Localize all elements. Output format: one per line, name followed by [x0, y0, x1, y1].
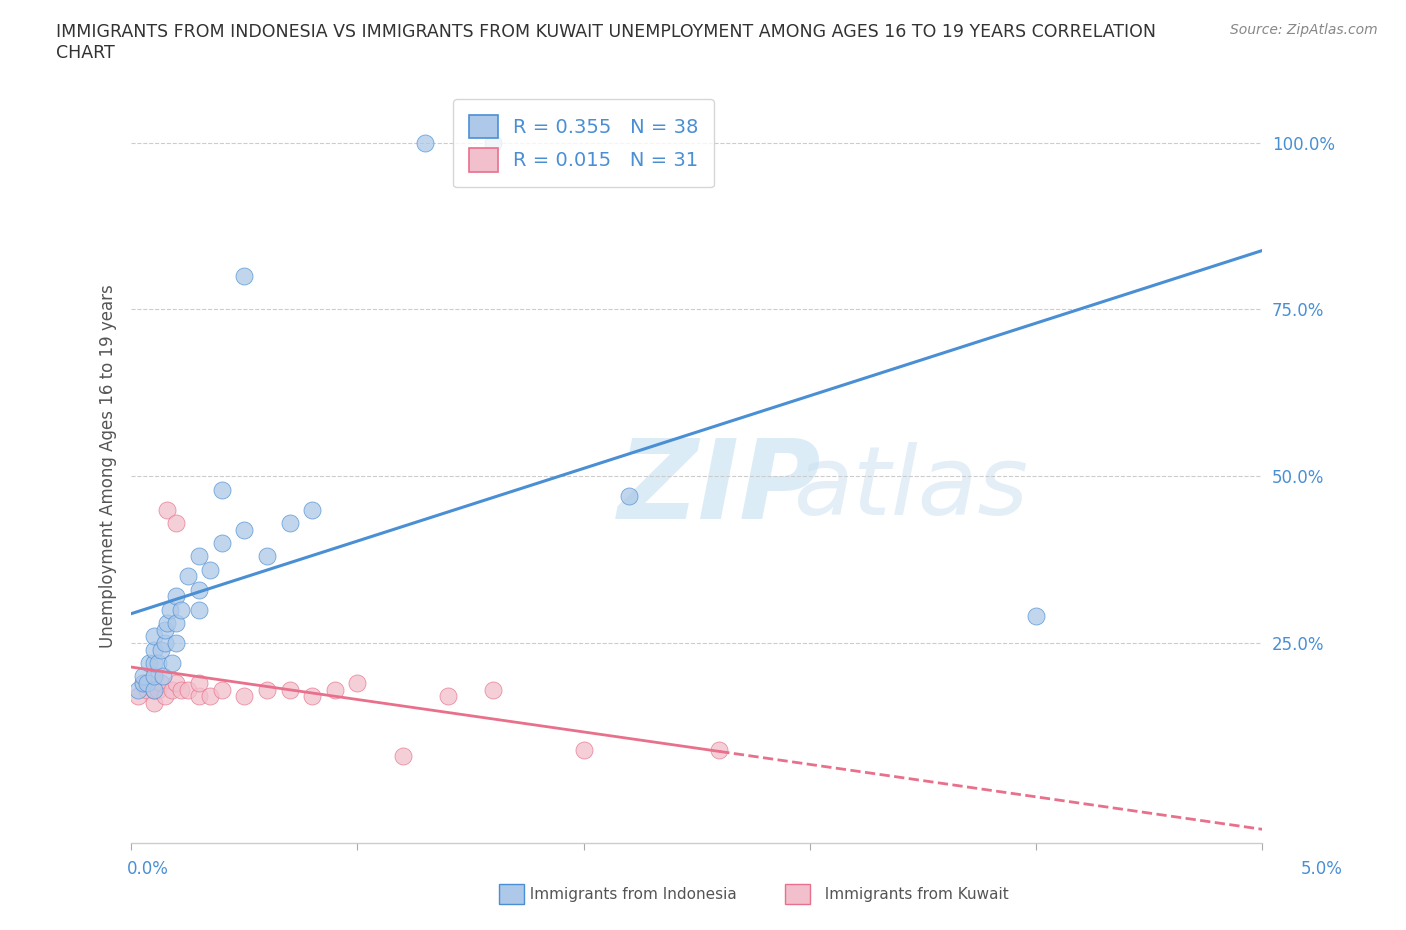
Point: [131, 669, 153, 684]
Point: [160, 682, 183, 697]
Point: [188, 602, 211, 617]
Point: [153, 622, 176, 637]
Point: [177, 569, 200, 584]
Y-axis label: Unemployment Among Ages 16 to 19 years: Unemployment Among Ages 16 to 19 years: [100, 285, 117, 648]
Text: ZIP: ZIP: [617, 435, 821, 542]
Text: Immigrants from Kuwait: Immigrants from Kuwait: [815, 887, 1010, 902]
Point: [166, 515, 188, 530]
Point: [156, 502, 179, 517]
Point: [188, 689, 211, 704]
Point: [160, 656, 183, 671]
Point: [159, 602, 181, 617]
Point: [136, 682, 159, 697]
Point: [278, 682, 301, 697]
Point: [142, 669, 165, 684]
Point: [138, 675, 160, 690]
Point: [166, 635, 188, 650]
Text: 5.0%: 5.0%: [1301, 860, 1343, 878]
Point: [153, 635, 176, 650]
Point: [149, 675, 172, 690]
Point: [156, 616, 179, 631]
Point: [142, 629, 165, 644]
Legend: R = 0.355   N = 38, R = 0.015   N = 31: R = 0.355 N = 38, R = 0.015 N = 31: [453, 100, 714, 188]
Point: [142, 642, 165, 657]
Point: [148, 656, 170, 671]
Point: [142, 682, 165, 697]
Point: [166, 616, 188, 631]
Point: [482, 135, 505, 150]
Point: [166, 589, 188, 604]
Point: [346, 675, 368, 690]
Point: [413, 135, 436, 150]
Point: [233, 269, 256, 284]
Point: [211, 482, 233, 497]
Point: [142, 669, 165, 684]
Point: [170, 682, 193, 697]
Text: Source: ZipAtlas.com: Source: ZipAtlas.com: [1230, 23, 1378, 37]
Point: [127, 689, 149, 704]
Point: [170, 602, 193, 617]
Point: [177, 682, 200, 697]
Point: [127, 682, 149, 697]
Point: [391, 749, 413, 764]
Point: [709, 742, 731, 757]
Point: [617, 489, 640, 504]
Point: [142, 656, 165, 671]
Point: [148, 682, 170, 697]
Point: [278, 515, 301, 530]
Point: [256, 682, 278, 697]
Text: IMMIGRANTS FROM INDONESIA VS IMMIGRANTS FROM KUWAIT UNEMPLOYMENT AMONG AGES 16 T: IMMIGRANTS FROM INDONESIA VS IMMIGRANTS …: [56, 23, 1156, 62]
Point: [301, 502, 323, 517]
Point: [188, 582, 211, 597]
Point: [188, 549, 211, 564]
Point: [437, 689, 460, 704]
Point: [142, 696, 165, 711]
Point: [152, 669, 174, 684]
Text: Immigrants from Indonesia: Immigrants from Indonesia: [520, 887, 737, 902]
Point: [142, 682, 165, 697]
Point: [153, 689, 176, 704]
Point: [233, 522, 256, 537]
Point: [200, 562, 222, 577]
Text: atlas: atlas: [793, 443, 1028, 536]
Point: [149, 642, 172, 657]
Point: [131, 675, 153, 690]
Point: [188, 675, 211, 690]
Point: [211, 536, 233, 551]
Point: [256, 549, 278, 564]
Point: [166, 675, 188, 690]
Point: [482, 682, 505, 697]
Point: [1025, 609, 1047, 624]
Point: [211, 682, 233, 697]
Point: [323, 682, 346, 697]
Point: [200, 689, 222, 704]
Point: [131, 675, 153, 690]
Point: [301, 689, 323, 704]
Point: [572, 742, 595, 757]
Point: [233, 689, 256, 704]
Text: 0.0%: 0.0%: [127, 860, 169, 878]
Point: [136, 675, 159, 690]
Point: [138, 656, 160, 671]
